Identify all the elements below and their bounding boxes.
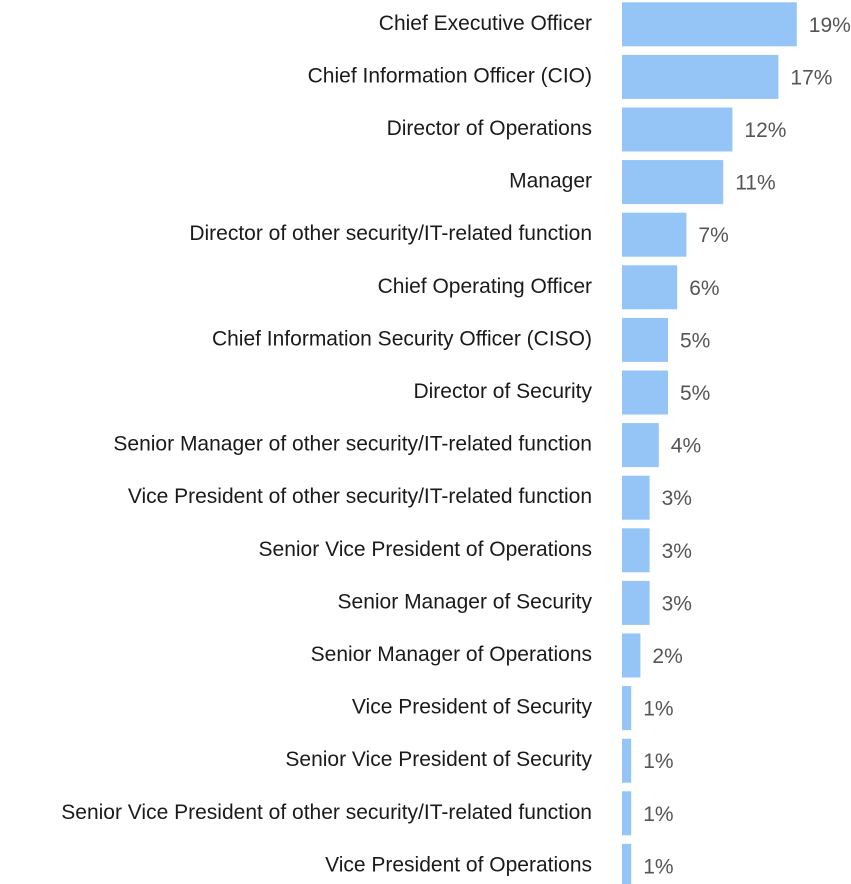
value-label: 11% <box>735 172 775 195</box>
bar <box>622 370 668 415</box>
value-label: 12% <box>744 119 786 142</box>
value-label: 1% <box>643 698 673 721</box>
bar <box>622 791 632 836</box>
category-label: Senior Vice President of Security <box>285 748 592 771</box>
value-label: 1% <box>643 803 673 826</box>
category-label: Chief Operating Officer <box>378 275 592 298</box>
category-label: Manager <box>509 170 592 193</box>
bar <box>622 580 650 625</box>
category-label: Director of Security <box>413 380 592 403</box>
value-label: 5% <box>680 382 710 405</box>
category-label: Senior Manager of Operations <box>311 643 592 666</box>
category-label: Vice President of Security <box>352 696 593 719</box>
value-label: 5% <box>680 329 710 352</box>
value-label: 1% <box>643 750 673 773</box>
bar <box>622 212 687 257</box>
value-label: 2% <box>652 645 682 668</box>
category-label: Vice President of Operations <box>325 853 592 876</box>
value-label: 1% <box>643 855 673 878</box>
category-label: Senior Vice President of Operations <box>259 538 592 561</box>
bar <box>622 423 659 468</box>
bar <box>622 633 641 678</box>
value-label: 4% <box>671 435 701 458</box>
category-label: Vice President of other security/IT-rela… <box>128 485 592 508</box>
value-label: 7% <box>698 224 728 247</box>
value-label: 3% <box>662 487 692 510</box>
category-label: Chief Information Officer (CIO) <box>308 64 592 87</box>
bar <box>622 107 733 152</box>
category-label: Chief Executive Officer <box>379 12 592 35</box>
bar <box>622 317 668 362</box>
bar <box>622 738 632 783</box>
bar <box>622 475 650 520</box>
category-label: Senior Manager of other security/IT-rela… <box>113 433 592 456</box>
bar <box>622 265 678 310</box>
category-label: Senior Manager of Security <box>338 590 593 613</box>
value-label: 3% <box>662 592 692 615</box>
category-label: Director of Operations <box>387 117 592 140</box>
value-label: 17% <box>790 66 832 89</box>
value-label: 6% <box>689 277 719 300</box>
bar <box>622 54 779 99</box>
value-label: 19% <box>809 14 851 37</box>
category-label: Senior Vice President of other security/… <box>61 801 592 824</box>
bar <box>622 2 797 47</box>
bar <box>622 686 632 731</box>
category-label: Director of other security/IT-related fu… <box>189 222 592 245</box>
category-label: Chief Information Security Officer (CISO… <box>212 327 592 350</box>
bar <box>622 528 650 573</box>
bar <box>622 843 632 884</box>
value-label: 3% <box>662 540 692 563</box>
bar <box>622 160 724 205</box>
